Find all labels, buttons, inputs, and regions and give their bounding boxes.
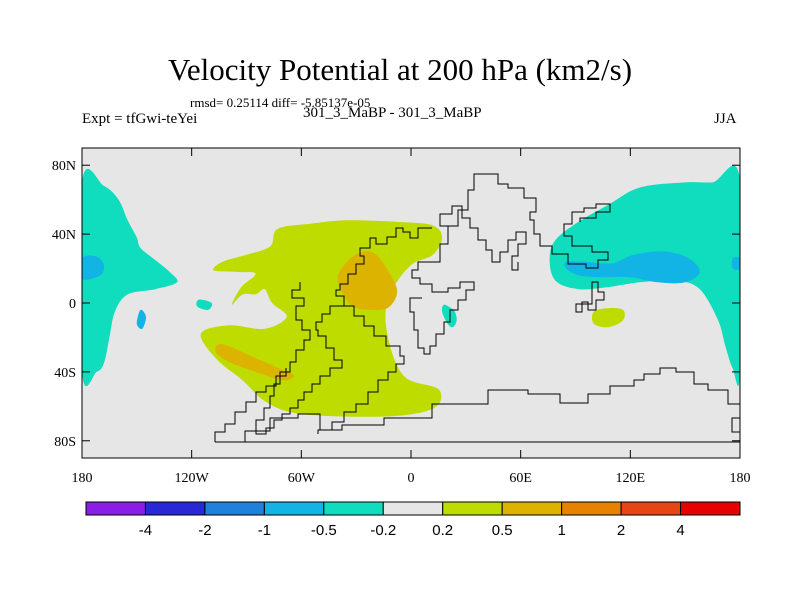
- colorbar-label-2: -1: [258, 522, 271, 539]
- y-tick-label-2: 0: [69, 297, 76, 312]
- colorbar-label-1: -2: [198, 522, 211, 539]
- coast-southeast-asia: [575, 281, 605, 313]
- x-tick-label-4: 60E: [509, 471, 532, 486]
- colorbar-swatch-2: [204, 501, 265, 516]
- coastlines: [214, 173, 741, 443]
- contour-region-1: [82, 255, 105, 280]
- colorbar-label-9: 4: [676, 522, 684, 539]
- colorbar-swatch-0: [85, 501, 146, 516]
- coast-europe-interior: [439, 205, 527, 271]
- cases-label: 301_3_MaBP - 301_3_MaBP: [303, 105, 482, 121]
- colorbar-swatch-8: [561, 501, 622, 516]
- colorbar-swatch-1: [144, 501, 206, 516]
- season-label: JJA: [714, 111, 737, 127]
- contour-fills: [82, 165, 740, 417]
- colorbar-label-4: -0.2: [370, 522, 396, 539]
- contour-region-11: [215, 344, 295, 381]
- coast-antarctica: [215, 367, 741, 443]
- experiment-label: Expt = tfGwi-teYei: [82, 111, 198, 127]
- colorbar-swatch-4: [323, 501, 384, 516]
- y-tick-label-4: 80S: [54, 435, 76, 450]
- colorbar-swatch-7: [501, 501, 563, 516]
- contour-region-2: [136, 309, 147, 330]
- contour-region-5: [564, 251, 700, 284]
- colorbar-label-8: 2: [617, 522, 625, 539]
- contour-region-10: [337, 251, 398, 311]
- axis-ticks: [81, 148, 741, 458]
- colorbar-label-6: 0.5: [492, 522, 513, 539]
- contour-region-6: [731, 256, 740, 270]
- colorbar-swatch-9: [620, 501, 682, 516]
- y-tick-label-0: 80N: [52, 159, 76, 174]
- colorbar-swatch-6: [442, 501, 503, 516]
- x-tick-label-1: 120W: [175, 471, 210, 486]
- contour-region-0: [82, 168, 178, 387]
- colorbar-swatch-5: [382, 501, 444, 516]
- contour-region-3: [196, 299, 213, 310]
- x-tick-label-0: 180: [72, 471, 93, 486]
- x-tick-label-6: 180: [730, 471, 751, 486]
- coast-africa: [409, 261, 475, 355]
- axis-tick-labels: 180 120W 60W 0 60E 120E 180 80N 40N 0 40S 80S: [52, 159, 751, 486]
- stats-label: rmsd= 0.25114 diff= -5.85137e-05: [190, 95, 371, 110]
- contour-region-9: [591, 308, 625, 328]
- colorbar-swatch-10: [680, 501, 741, 516]
- colorbar: -4 -2 -1 -0.5 -0.2 0.2 0.5 1 2 4: [85, 501, 741, 539]
- colorbar-label-7: 1: [557, 522, 565, 539]
- coast-americas: [255, 227, 432, 435]
- coast-eurasia: [430, 173, 611, 269]
- coast-pacific-islands: [214, 368, 287, 442]
- y-tick-label-3: 40S: [54, 366, 76, 381]
- coast-south-america-east: [317, 305, 405, 434]
- x-tick-label-5: 120E: [616, 471, 646, 486]
- colorbar-label-3: -0.5: [311, 522, 337, 539]
- colorbar-label-0: -4: [139, 522, 152, 539]
- chart-title: Velocity Potential at 200 hPa (km2/s): [167, 52, 633, 87]
- colorbar-label-5: 0.2: [432, 522, 453, 539]
- x-tick-label-2: 60W: [288, 471, 316, 486]
- x-tick-label-3: 0: [408, 471, 415, 486]
- y-tick-label-1: 40N: [52, 228, 76, 243]
- colorbar-swatch-3: [263, 501, 325, 516]
